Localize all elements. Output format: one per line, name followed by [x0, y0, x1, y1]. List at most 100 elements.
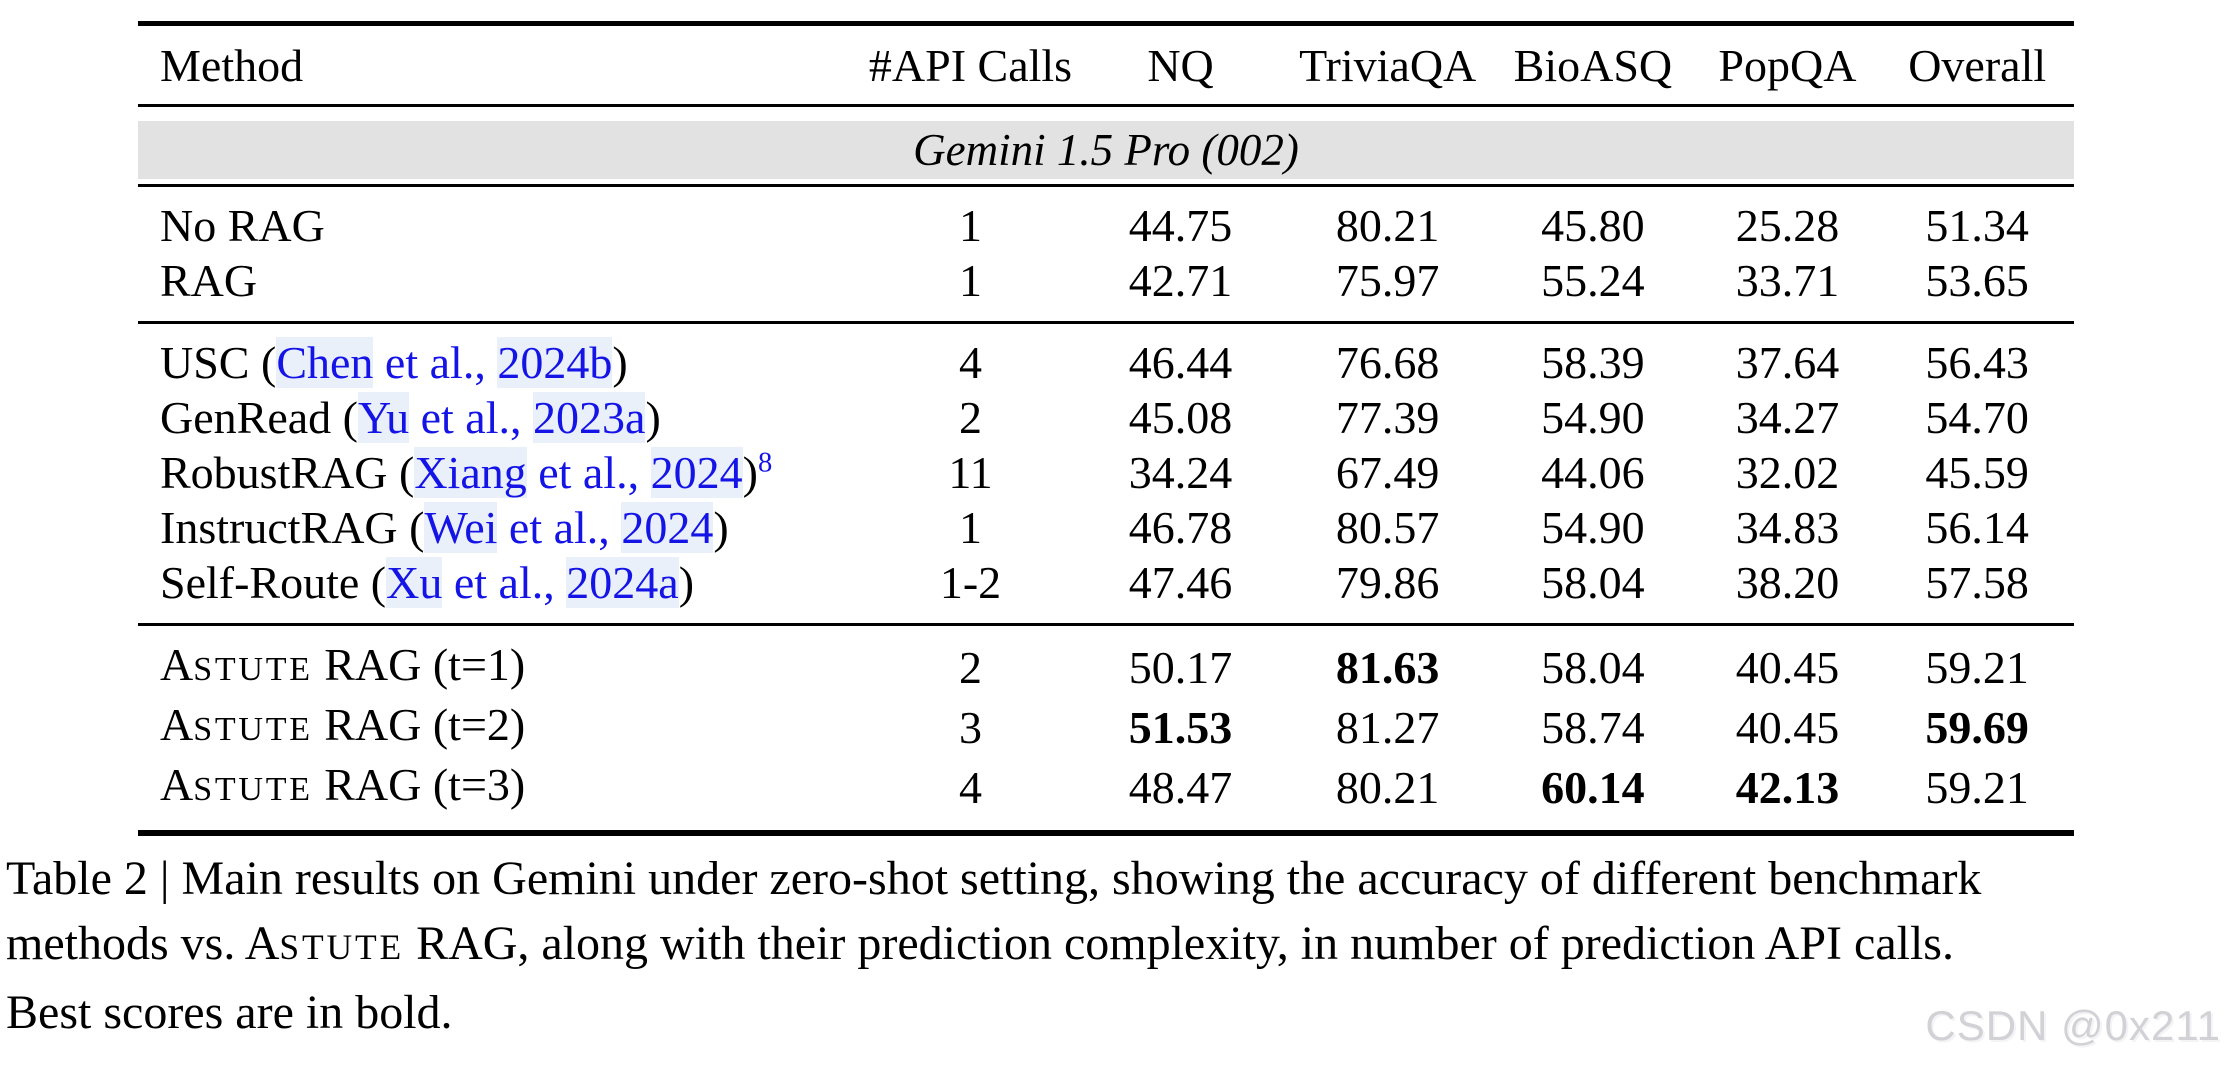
score-cell: 81.27	[1335, 701, 1440, 753]
method-cell: Self-Route (Xu et al., 2024a)	[160, 557, 695, 608]
model-group-band: Gemini 1.5 Pro (002)	[138, 121, 2074, 179]
footnote-link[interactable]: 8	[757, 447, 773, 479]
table-row: ASTUTE RAG (t=3) 4 48.47 80.21 60.14 42.13 59.…	[138, 757, 2074, 833]
score-cell: 54.90	[1541, 392, 1645, 443]
table-row: USC (Chen et al., 2024b) 4 46.44 76.68 58.39…	[138, 323, 2074, 391]
smallcaps-text: ASTUTE	[160, 759, 313, 810]
score-cell: 34.83	[1735, 502, 1840, 553]
api-calls-cell: 2	[958, 641, 982, 693]
score-cell: 46.78	[1128, 502, 1233, 553]
score-cell: 48.47	[1128, 761, 1233, 813]
citation-link[interactable]: et al.,	[409, 392, 534, 443]
method-cell: ASTUTE RAG (t=3)	[160, 759, 526, 810]
score-cell: 42.71	[1128, 255, 1233, 306]
smallcaps-text: ASTUTE	[244, 917, 405, 970]
score-cell: 44.06	[1541, 447, 1645, 498]
citation-link[interactable]: et al.,	[373, 337, 498, 388]
table-caption: Table 2 | Main results on Gemini under z…	[6, 846, 2224, 1045]
caption-line: methods vs. ASTUTE RAG, along with their…	[6, 917, 1954, 970]
citation-link[interactable]: Yu	[357, 392, 410, 443]
col-header-api-calls: #API Calls	[868, 39, 1073, 91]
col-header-bioasq: BioASQ	[1513, 39, 1673, 91]
score-cell: 57.58	[1925, 557, 2029, 608]
score-cell: 56.43	[1925, 337, 2029, 388]
citation-link[interactable]: 2024b	[497, 337, 613, 388]
watermark: CSDN @0x211	[1925, 1002, 2221, 1049]
score-cell: 54.70	[1925, 392, 2029, 443]
score-cell: 40.45	[1735, 701, 1840, 753]
api-calls-cell: 1	[958, 200, 982, 251]
score-cell: 46.44	[1128, 337, 1233, 388]
score-cell: 54.90	[1541, 502, 1645, 553]
score-cell: 51.53	[1128, 701, 1233, 753]
method-cell: USC (Chen et al., 2024b)	[160, 337, 628, 388]
score-cell: 45.08	[1128, 392, 1233, 443]
table-row: Self-Route (Xu et al., 2024a) 1-2 47.46 79.…	[138, 555, 2074, 625]
col-header-triviaqa: TriviaQA	[1299, 39, 1477, 91]
score-cell: 45.80	[1541, 200, 1645, 251]
score-cell: 76.68	[1335, 337, 1440, 388]
caption-line: Best scores are in bold.	[6, 986, 453, 1039]
score-cell: 25.28	[1735, 200, 1840, 251]
score-cell: 58.04	[1541, 557, 1645, 608]
results-table-container: Method #API Calls NQ TriviaQA BioASQ Pop…	[138, 21, 2074, 836]
table-row: RobustRAG (Xiang et al., 2024)8 11 34.24 67…	[138, 445, 2074, 500]
section-astute-rag: ASTUTE RAG (t=1) 2 50.17 81.63 58.04 40.45 59.…	[138, 625, 2074, 834]
method-cell: ASTUTE RAG (t=2)	[160, 699, 526, 750]
api-calls-cell: 1-2	[939, 557, 1002, 608]
section-prior-methods: USC (Chen et al., 2024b) 4 46.44 76.68 58.39…	[138, 323, 2074, 625]
smallcaps-text: ASTUTE	[160, 699, 313, 750]
api-calls-cell: 1	[958, 255, 982, 306]
table-row: No RAG 1 44.75 80.21 45.80 25.28 51.34	[138, 186, 2074, 254]
table-row: ASTUTE RAG (t=1) 2 50.17 81.63 58.04 40.45 59.…	[138, 625, 2074, 698]
citation-link[interactable]: 2023a	[533, 392, 646, 443]
score-cell: 59.69	[1925, 701, 2029, 753]
score-cell: 77.39	[1335, 392, 1440, 443]
score-cell: 67.49	[1335, 447, 1440, 498]
col-header-overall: Overall	[1908, 39, 2047, 91]
method-cell: ASTUTE RAG (t=1)	[160, 639, 526, 690]
api-calls-cell: 11	[948, 447, 993, 498]
score-cell: 51.34	[1925, 200, 2029, 251]
score-cell: 58.74	[1541, 701, 1645, 753]
citation-link[interactable]: 2024	[650, 447, 743, 498]
citation-link[interactable]: 2024a	[566, 557, 679, 608]
score-cell: 53.65	[1925, 255, 2029, 306]
score-cell: 60.14	[1541, 761, 1645, 813]
score-cell: 80.57	[1335, 502, 1440, 553]
api-calls-cell: 1	[958, 502, 982, 553]
method-cell: InstructRAG (Wei et al., 2024)	[160, 502, 729, 553]
citation-link[interactable]: et al.,	[442, 557, 567, 608]
table-header: Method #API Calls NQ TriviaQA BioASQ Pop…	[138, 24, 2074, 106]
score-cell: 44.75	[1128, 200, 1233, 251]
section-baselines: No RAG 1 44.75 80.21 45.80 25.28 51.34 RAG 1 42.7…	[138, 186, 2074, 323]
api-calls-cell: 4	[958, 337, 982, 388]
smallcaps-text: ASTUTE	[160, 639, 313, 690]
method-cell: RobustRAG (Xiang et al., 2024)8	[160, 447, 773, 498]
citation-link[interactable]: Xiang	[414, 447, 527, 498]
citation-link[interactable]: Xu	[386, 557, 443, 608]
score-cell: 32.02	[1735, 447, 1840, 498]
caption-line: Table 2 | Main results on Gemini under z…	[6, 852, 1982, 905]
model-group-label: Gemini 1.5 Pro (002)	[913, 125, 1299, 175]
score-cell: 58.39	[1541, 337, 1645, 388]
table-row: GenRead (Yu et al., 2023a) 2 45.08 77.39 54.…	[138, 390, 2074, 445]
score-cell: 34.27	[1735, 392, 1840, 443]
api-calls-cell: 4	[958, 761, 982, 813]
method-cell: No RAG	[160, 200, 325, 251]
col-header-popqa: PopQA	[1718, 39, 1857, 91]
citation-link[interactable]: et al.,	[526, 447, 651, 498]
score-cell: 38.20	[1735, 557, 1840, 608]
citation-link[interactable]: 2024	[621, 502, 714, 553]
table-row: RAG 1 42.71 75.97 55.24 33.71 53.65	[138, 253, 2074, 323]
score-cell: 75.97	[1335, 255, 1440, 306]
citation-link[interactable]: Chen	[276, 337, 374, 388]
score-cell: 80.21	[1335, 200, 1440, 251]
score-cell: 40.45	[1735, 641, 1840, 693]
score-cell: 59.21	[1925, 641, 2029, 693]
score-cell: 58.04	[1541, 641, 1645, 693]
results-table: Method #API Calls NQ TriviaQA BioASQ Pop…	[138, 21, 2074, 836]
citation-link[interactable]: Wei	[424, 502, 498, 553]
citation-link[interactable]: et al.,	[497, 502, 622, 553]
table-row: ASTUTE RAG (t=2) 3 51.53 81.27 58.74 40.45 59.…	[138, 697, 2074, 757]
